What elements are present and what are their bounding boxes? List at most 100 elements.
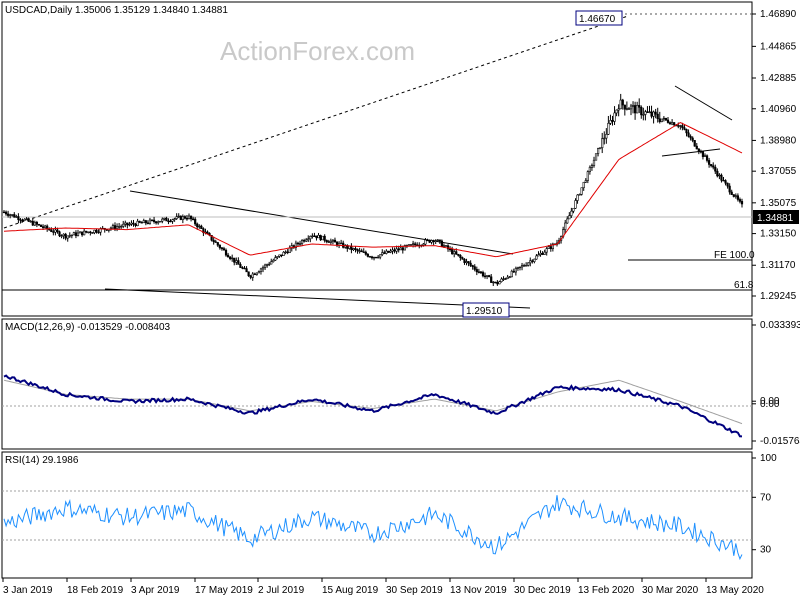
candle-body xyxy=(83,230,86,236)
price-tick-label: 1.44865 xyxy=(760,41,797,52)
rising-trendline xyxy=(3,15,629,229)
candle-body xyxy=(177,215,180,218)
candle-body xyxy=(81,231,84,236)
candle-body xyxy=(15,216,18,218)
fe-label: FE 100.0 xyxy=(714,250,755,261)
candle-body xyxy=(693,140,696,147)
high-label: 1.46670 xyxy=(579,14,616,25)
candle-body xyxy=(502,278,505,280)
candle-body xyxy=(572,207,575,212)
candle-body xyxy=(590,165,594,168)
x-tick-label: 2 Jul 2019 xyxy=(258,585,305,596)
candle-body xyxy=(72,232,75,236)
candle-body xyxy=(331,239,335,242)
candle-body xyxy=(239,264,242,268)
candle-body xyxy=(703,155,707,157)
candle-body xyxy=(97,231,100,234)
candle-body xyxy=(461,257,464,260)
candle-body xyxy=(687,132,690,137)
candle-body xyxy=(4,211,8,215)
x-tick-label: 3 Apr 2019 xyxy=(131,585,180,596)
candle-body xyxy=(518,266,522,269)
candle-body xyxy=(278,254,281,257)
candle-body xyxy=(691,137,694,141)
candle-body xyxy=(364,251,367,255)
candle-body xyxy=(488,275,491,278)
candle-body xyxy=(500,278,503,282)
price-tick-label: 1.42885 xyxy=(760,73,797,84)
triangle-upper-line xyxy=(674,85,733,121)
candle-body xyxy=(333,239,337,243)
candle-body xyxy=(317,234,320,239)
candle-body xyxy=(568,215,571,220)
x-tick-label: 18 Feb 2019 xyxy=(67,585,124,596)
candle-body xyxy=(576,194,579,201)
candle-body xyxy=(699,151,702,153)
candle-body xyxy=(613,112,616,122)
candle-body xyxy=(434,240,437,242)
candle-body xyxy=(70,234,73,237)
candle-body xyxy=(224,249,228,256)
candle-body xyxy=(611,120,614,122)
candle-body xyxy=(381,252,384,255)
candle-body xyxy=(41,226,45,228)
candle-body xyxy=(496,281,499,285)
price-tick-label: 1.46890 xyxy=(760,9,797,20)
candle-body xyxy=(720,174,723,181)
candle-body xyxy=(640,106,643,116)
candle-body xyxy=(288,247,291,253)
candle-body xyxy=(638,105,641,108)
candle-body xyxy=(494,281,497,284)
candle-body xyxy=(374,256,378,259)
moving-average-line xyxy=(3,122,743,258)
candle-body xyxy=(185,217,189,220)
candle-body xyxy=(668,122,672,125)
candle-body xyxy=(329,240,332,243)
candle-body xyxy=(393,249,396,252)
rsi-line xyxy=(3,495,743,561)
candle-body xyxy=(210,235,213,241)
candle-body xyxy=(91,232,94,234)
candle-body xyxy=(370,256,374,259)
candle-body xyxy=(605,133,608,139)
candle-body xyxy=(477,271,480,273)
candle-body xyxy=(266,264,269,266)
candle-body xyxy=(136,220,139,226)
candle-body xyxy=(469,262,472,266)
candle-body xyxy=(214,241,217,243)
x-tick-label: 30 Sep 2019 xyxy=(386,585,443,596)
candle-body xyxy=(448,248,452,251)
candle-body xyxy=(321,235,324,241)
candle-body xyxy=(152,219,156,222)
candle-body xyxy=(718,174,721,177)
candle-body xyxy=(356,249,359,252)
candlesticks xyxy=(2,93,744,287)
candle-body xyxy=(514,268,517,273)
candle-body xyxy=(286,251,289,253)
candle-body xyxy=(148,219,152,224)
candle-body xyxy=(634,105,637,114)
candle-body xyxy=(463,258,466,263)
x-tick-label: 30 Mar 2020 xyxy=(642,585,699,596)
low-label: 1.29510 xyxy=(466,306,503,317)
candle-body xyxy=(368,256,372,258)
candle-body xyxy=(481,272,485,277)
candle-body xyxy=(570,210,573,216)
candle-body xyxy=(529,260,532,264)
candle-body xyxy=(241,267,244,269)
x-tick-label: 13 May 2020 xyxy=(706,585,764,596)
candle-body xyxy=(512,270,515,273)
price-tick-label: 1.33150 xyxy=(760,229,797,240)
candle-body xyxy=(120,225,123,228)
candle-body xyxy=(438,239,441,242)
rsi-panel-frame xyxy=(1,451,753,579)
price-tick-label: 1.35075 xyxy=(760,198,797,209)
candle-body xyxy=(235,260,238,263)
candle-body xyxy=(527,262,530,266)
candle-body xyxy=(547,246,550,249)
candle-body xyxy=(87,231,90,233)
candle-body xyxy=(35,222,38,225)
candle-body xyxy=(564,222,567,230)
candle-body xyxy=(144,220,147,224)
candle-body xyxy=(237,260,240,265)
